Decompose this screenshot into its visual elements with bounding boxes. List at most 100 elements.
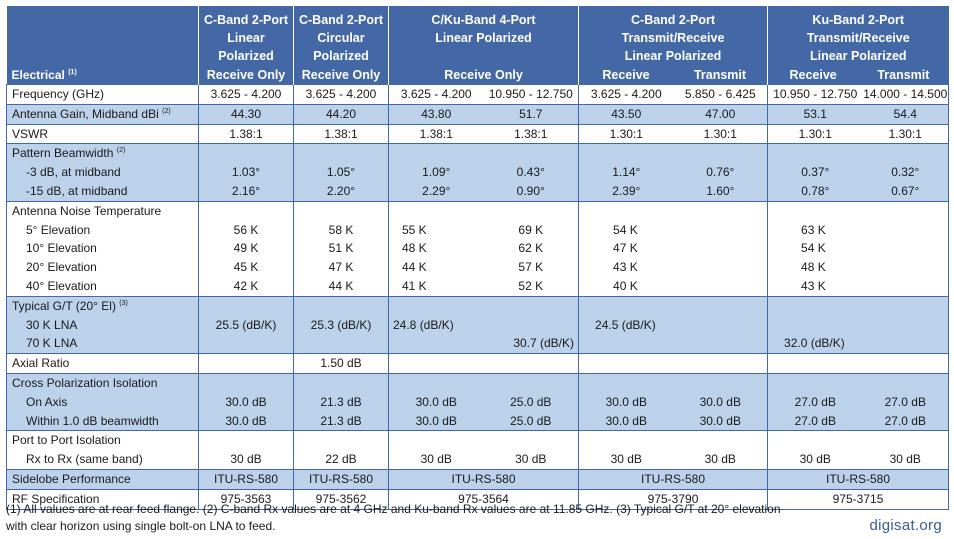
cell-value: 54 K 47 K 43 K 40 K — [578, 200, 674, 297]
cell-value: 21.3 dB 21.3 dB — [293, 372, 389, 431]
cell-value: 22 dB — [293, 430, 389, 470]
cell-value: 30.7 (dB/K) — [483, 295, 580, 354]
cell-value: 63 K 54 K 48 K 43 K — [767, 200, 863, 297]
cell-value — [862, 200, 950, 297]
row-label: Axial Ratio — [6, 353, 199, 374]
brand-watermark: digisat.org — [869, 517, 942, 534]
cell-value: 30.0 dB 30.0 dB — [388, 372, 484, 431]
cell-value: 69 K 62 K 57 K 52 K — [483, 200, 580, 297]
cell-value — [862, 295, 950, 354]
cell-value — [767, 353, 863, 374]
cell-value: 975-3790 — [578, 488, 769, 510]
cell-value — [673, 353, 769, 374]
cell-value: 53.1 — [767, 103, 863, 125]
row-label: Sidelobe Performance — [6, 468, 199, 490]
cell-value: 3.625 - 4.200 — [293, 84, 389, 105]
cell-value: 30.0 dB 30.0 dB — [578, 372, 674, 431]
cell-value: 30 dB — [767, 430, 863, 470]
cell-value: 24.5 (dB/K) — [578, 295, 674, 354]
row-gt: Typical G/T (20° El) (3) 30 K LNA 70 K L… — [6, 295, 950, 354]
cell-value: 47.00 — [673, 103, 769, 125]
cell-value: 43.80 — [388, 103, 484, 125]
cell-value: 51.7 — [483, 103, 580, 125]
cell-value: 30 dB — [388, 430, 484, 470]
cell-value — [388, 353, 484, 374]
cell-value: ITU-RS-580 — [293, 468, 389, 490]
cell-value: 1.30:1 — [673, 123, 769, 144]
cell-value: 30 dB — [673, 430, 769, 470]
electrical-label: Electrical — [11, 67, 65, 82]
cell-value: 0.32° 0.67° — [862, 143, 950, 202]
footnote: (1) All values are at rear feed flange. … — [6, 502, 781, 533]
cell-value: 1.30:1 — [767, 123, 863, 144]
header-group-5: Ku-Band 2-Port Transmit/Receive Linear P… — [767, 6, 949, 85]
row-gain: Antenna Gain, Midband dBi (2) 44.30 44.2… — [6, 103, 950, 125]
row-port-isolation: Port to Port Isolation Rx to Rx (same ba… — [6, 430, 950, 470]
row-label: Antenna Noise Temperature 5° Elevation 1… — [6, 200, 199, 297]
cell-value: 1.38:1 — [198, 123, 294, 144]
cell-value: 10.950 - 12.750 — [767, 84, 863, 105]
cell-value — [673, 200, 769, 297]
cell-value: 1.09° 2.29° — [388, 143, 484, 202]
cell-value: 30 dB — [862, 430, 950, 470]
electrical-header: Electrical (1) — [6, 6, 199, 85]
cell-value: 1.30:1 — [862, 123, 950, 144]
cell-value: ITU-RS-580 — [767, 468, 950, 490]
cell-value: 975-3562 — [293, 488, 389, 510]
row-sidelobe: Sidelobe Performance ITU-RS-580 ITU-RS-5… — [6, 468, 950, 490]
cell-value: 10.950 - 12.750 — [483, 84, 580, 105]
cell-value: 975-3563 — [198, 488, 294, 510]
row-label: Pattern Beamwidth (2) -3 dB, at midband … — [6, 143, 199, 202]
row-label: Port to Port Isolation Rx to Rx (same ba… — [6, 430, 199, 470]
cell-value: 1.05° 2.20° — [293, 143, 389, 202]
header-group-1: C-Band 2-Port Linear Polarized Receive O… — [198, 6, 294, 85]
cell-value: 25.5 (dB/K) — [198, 295, 294, 354]
cell-value: 54.4 — [862, 103, 950, 125]
cell-value: 3.625 - 4.200 — [578, 84, 674, 105]
cell-value: 1.38:1 — [388, 123, 484, 144]
cell-value: 0.43° 0.90° — [483, 143, 580, 202]
cell-value: 1.38:1 — [293, 123, 389, 144]
row-label: Antenna Gain, Midband dBi (2) — [6, 103, 199, 125]
row-label: VSWR — [6, 123, 199, 144]
cell-value: 56 K 49 K 45 K 42 K — [198, 200, 294, 297]
cell-value: 975-3564 — [388, 488, 580, 510]
cell-value — [198, 353, 294, 374]
cell-value: 30.0 dB 30.0 dB — [673, 372, 769, 431]
header-group-3: C/Ku-Band 4-Port Linear Polarized Receiv… — [388, 6, 580, 85]
header-group-2: C-Band 2-Port Circular Polarized Receive… — [293, 6, 389, 85]
cell-value: 44.20 — [293, 103, 389, 125]
cell-value — [483, 353, 580, 374]
row-cross-polarization: Cross Polarization Isolation On Axis Wit… — [6, 372, 950, 431]
cell-value: 25.0 dB 25.0 dB — [483, 372, 580, 431]
row-label: Typical G/T (20° El) (3) 30 K LNA 70 K L… — [6, 295, 199, 354]
cell-value: 27.0 dB 27.0 dB — [767, 372, 863, 431]
cell-value: 44.30 — [198, 103, 294, 125]
header-group-4: C-Band 2-Port Transmit/Receive Linear Po… — [578, 6, 769, 85]
row-frequency: Frequency (GHz) 3.625 - 4.200 3.625 - 4.… — [6, 84, 950, 105]
cell-value: 30 dB — [198, 430, 294, 470]
cell-value: 1.14° 2.39° — [578, 143, 674, 202]
cell-value: 1.50 dB — [293, 353, 389, 374]
cell-value: 1.03° 2.16° — [198, 143, 294, 202]
cell-value: 14.000 - 14.500 — [862, 84, 950, 105]
row-rf-specification: RF Specification 975-3563 975-3562 975-3… — [6, 488, 950, 510]
row-beamwidth: Pattern Beamwidth (2) -3 dB, at midband … — [6, 143, 950, 202]
cell-value: ITU-RS-580 — [388, 468, 580, 490]
cell-value: 24.8 (dB/K) — [388, 295, 484, 354]
cell-value: 0.76° 1.60° — [673, 143, 769, 202]
cell-value: 0.37° 0.78° — [767, 143, 863, 202]
cell-value: ITU-RS-580 — [198, 468, 294, 490]
header-row: Electrical (1) C-Band 2-Port Linear Pola… — [6, 6, 949, 85]
cell-value: 5.850 - 6.425 — [673, 84, 769, 105]
cell-value: 3.625 - 4.200 — [198, 84, 294, 105]
cell-value — [673, 295, 769, 354]
cell-value: 30.0 dB 30.0 dB — [198, 372, 294, 431]
row-label: RF Specification — [6, 488, 199, 510]
row-vswr: VSWR 1.38:1 1.38:1 1.38:1 1.38:1 1.30:1 … — [6, 123, 950, 144]
electrical-footnote-ref: (1) — [68, 68, 77, 76]
cell-value: 55 K 48 K 44 K 41 K — [388, 200, 484, 297]
cell-value: 30 dB — [483, 430, 580, 470]
cell-value: 30 dB — [578, 430, 674, 470]
row-label: Frequency (GHz) — [6, 84, 199, 105]
